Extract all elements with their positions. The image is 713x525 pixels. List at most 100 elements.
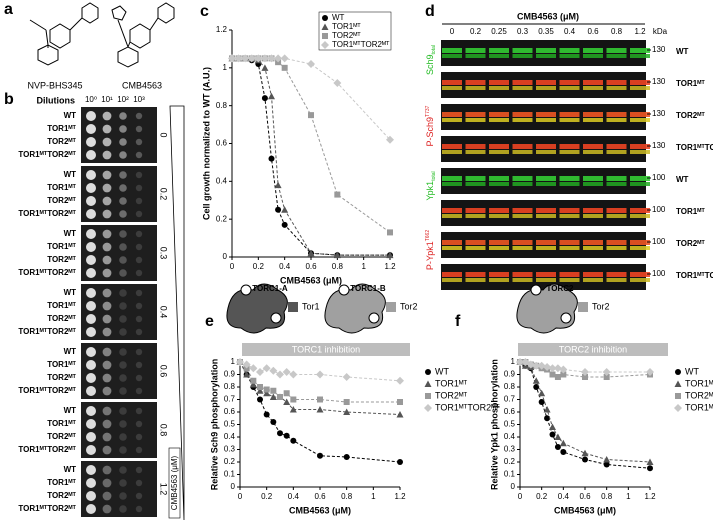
- y-tick-label: 0: [231, 482, 236, 491]
- blot-band: [536, 150, 556, 154]
- yeast-spot: [102, 137, 112, 147]
- blot-band: [606, 118, 627, 122]
- data-point: [516, 358, 524, 366]
- blot-band: [583, 48, 603, 53]
- yeast-spot: [86, 491, 96, 501]
- lane-label: 1.2: [634, 27, 646, 36]
- y-tick-label: 0.1: [224, 470, 236, 479]
- antibody-qualifier: T737: [425, 105, 431, 117]
- blot-band: [442, 278, 462, 282]
- strain-label: TOR1ᴹᵀ: [47, 478, 76, 487]
- strain-label: TOR2ᴹᵀ: [676, 239, 705, 248]
- yeast-spot: [119, 348, 127, 356]
- blot-band: [559, 214, 580, 218]
- legend-marker: [322, 33, 328, 39]
- data-point: [257, 384, 263, 390]
- data-point: [316, 370, 324, 379]
- data-point: [277, 394, 283, 400]
- blot-band: [606, 240, 627, 245]
- blot-band: [559, 48, 580, 53]
- data-point: [532, 361, 541, 370]
- complex-cartoon-lobe: [338, 284, 350, 296]
- inhibition-label: TORC1 inhibition: [292, 344, 360, 354]
- dilution-label: 10¹: [101, 95, 113, 104]
- yeast-spot: [135, 492, 143, 500]
- data-point: [268, 92, 275, 100]
- blot-band: [512, 182, 533, 186]
- series-line: [232, 57, 391, 233]
- data-point: [333, 78, 342, 87]
- antibody-name: Ypk1: [425, 181, 435, 201]
- complex-cartoon-lobe: [270, 312, 282, 324]
- blot-band: [512, 246, 533, 250]
- y-tick-label: 0.4: [216, 176, 228, 185]
- wedge-label: CMB4563 (μM): [170, 455, 179, 510]
- size-marker: 130: [652, 45, 666, 54]
- data-point: [554, 444, 561, 450]
- y-axis-label: Relative Sch9 phosphorylation: [209, 359, 219, 491]
- x-tick-label: 0.2: [261, 492, 273, 501]
- yeast-spot: [102, 504, 112, 514]
- antibody-name: P-Ypk1: [425, 241, 435, 270]
- x-tick-label: 0: [518, 492, 523, 501]
- blot-band: [559, 144, 580, 149]
- yeast-spot: [86, 111, 96, 121]
- strain-label: TOR2ᴹᵀ: [676, 111, 705, 120]
- legend-marker: [675, 369, 681, 375]
- inhibition-banner: [242, 343, 410, 356]
- data-point: [256, 387, 264, 394]
- y-axis-label: Cell growth normalized to WT (A.U.): [201, 67, 211, 220]
- complex-cartoon-lobe: [530, 284, 542, 296]
- blot-band: [606, 48, 627, 53]
- yeast-spot: [86, 314, 96, 324]
- blot-band: [630, 112, 650, 117]
- blot-band: [583, 278, 603, 282]
- inhibition-label: TORC2 inhibition: [559, 344, 627, 354]
- blot-band: [465, 150, 486, 154]
- concentration-label: 0.4: [159, 306, 169, 319]
- y-tick-label: 0.8: [224, 382, 236, 391]
- yeast-spot: [119, 315, 127, 323]
- complex-label: TORC1-A: [252, 284, 288, 293]
- data-point: [256, 368, 264, 376]
- blot-band: [536, 208, 556, 213]
- structure-sketch: [29, 2, 175, 68]
- strain-label: TOR2ᴹᵀ: [47, 432, 76, 441]
- blot-band: [465, 118, 486, 122]
- data-point: [526, 360, 535, 369]
- blot-band: [583, 80, 603, 85]
- blot-band: [559, 272, 580, 277]
- blot-band: [536, 118, 556, 122]
- strain-label: WT: [676, 47, 689, 56]
- blot-band: [536, 80, 556, 85]
- y-tick-label: 0.7: [224, 395, 236, 404]
- blot-band: [489, 176, 509, 181]
- blot-band: [512, 144, 533, 149]
- legend-marker: [321, 23, 329, 30]
- strain-label: WT: [64, 111, 77, 120]
- yeast-spot: [86, 465, 96, 475]
- blot-band: [465, 176, 486, 181]
- panel-letter: c: [200, 3, 209, 20]
- x-tick-label: 1: [371, 492, 376, 501]
- complex-cartoon-lobe: [560, 312, 572, 324]
- blot-band: [559, 112, 580, 117]
- yeast-spot: [119, 151, 127, 159]
- data-point: [559, 439, 567, 447]
- strain-label: TOR1ᴹᵀTOR2ᴹᵀ: [676, 143, 713, 152]
- x-tick-label: 1.2: [394, 492, 406, 501]
- yeast-spot: [135, 125, 143, 133]
- yeast-spot: [135, 374, 143, 382]
- x-tick-label: 0.2: [253, 262, 265, 271]
- data-point: [289, 370, 298, 379]
- lane-label: 0.25: [491, 27, 507, 36]
- complex-cartoon-lobe: [240, 284, 252, 296]
- blot-band: [559, 240, 580, 245]
- strain-label: TOR1ᴹᵀ: [676, 79, 705, 88]
- yeast-spot: [102, 373, 112, 383]
- yeast-spot: [102, 288, 112, 298]
- legend-marker: [675, 393, 681, 399]
- legend-label: TOR1ᴹᵀTOR2ᴹᵀ: [685, 402, 713, 412]
- x-tick-label: 0.6: [305, 262, 317, 271]
- strain-label: WT: [64, 406, 77, 415]
